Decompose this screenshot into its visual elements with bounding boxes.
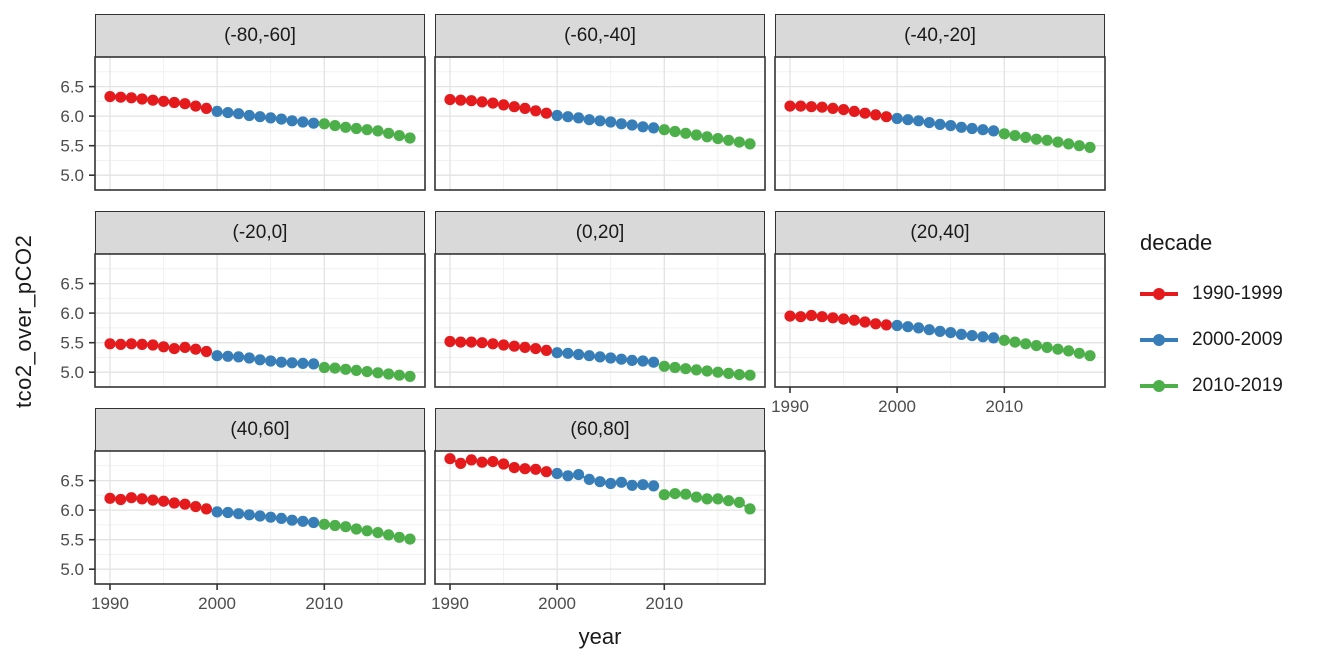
facet-panel: (-20,0] 6.5 6.0 5.5 5.0 (60, 211, 426, 388)
legend-key-2000-2009-icon (1140, 334, 1178, 346)
facet-strip-label: (40,60] (95, 408, 425, 452)
x-axis-title: year (578, 624, 622, 649)
facet-panel: (20,40] 1990 2000 2010 (771, 211, 1106, 416)
facet-plot-area: 6.5 6.0 5.5 5.0 (60, 56, 426, 191)
svg-text:1990: 1990 (91, 594, 129, 613)
svg-text:5.0: 5.0 (60, 363, 84, 382)
legend-key-2010-2019-icon (1140, 380, 1178, 392)
legend-entry: 2010-2019 (1140, 375, 1283, 396)
facet-strip-label: (20,40] (775, 211, 1105, 255)
facet-plot-area: 1990 2000 2010 (431, 450, 766, 613)
facet-panel: (-60,-40] (434, 14, 766, 191)
svg-text:5.5: 5.5 (60, 531, 84, 550)
facet-panel: (40,60] 1990 2000 2010 6.5 6.0 5.5 5.0 (60, 408, 426, 613)
svg-text:2000: 2000 (538, 594, 576, 613)
facet-plot-area: 1990 2000 2010 (771, 253, 1106, 416)
facet-strip-label: (-40,-20] (775, 14, 1105, 58)
facet-strip-label: (-20,0] (95, 211, 425, 255)
facet-panel: (-80,-60] 6.5 6.0 5.5 5.0 (60, 14, 426, 191)
legend-entry: 2000-2009 (1140, 329, 1283, 350)
svg-text:2010: 2010 (985, 397, 1023, 416)
legend-entry-label: 2010-2019 (1192, 375, 1283, 396)
facet-strip-label: (0,20] (435, 211, 765, 255)
legend-title: decade (1140, 230, 1213, 255)
svg-text:6.0: 6.0 (60, 107, 84, 126)
facet-panel: (60,80] 1990 2000 2010 (431, 408, 766, 613)
facet-strip-label: (60,80] (435, 408, 765, 452)
facet-panel: (0,20] (434, 211, 766, 388)
svg-text:5.5: 5.5 (60, 137, 84, 156)
legend: decade 1990-1999 2000-2009 2010-2019 (1140, 230, 1283, 422)
svg-text:2000: 2000 (198, 594, 236, 613)
svg-text:5.5: 5.5 (60, 334, 84, 353)
facet-plot-area (774, 56, 1106, 191)
svg-text:2010: 2010 (305, 594, 343, 613)
svg-text:2000: 2000 (878, 397, 916, 416)
svg-text:1990: 1990 (771, 397, 809, 416)
svg-text:6.5: 6.5 (60, 78, 84, 97)
legend-entry: 1990-1999 (1140, 283, 1283, 304)
legend-entry-label: 1990-1999 (1192, 283, 1283, 304)
facet-strip-label: (-80,-60] (95, 14, 425, 58)
svg-text:2010: 2010 (645, 594, 683, 613)
facet-strip-label: (-60,-40] (435, 14, 765, 58)
svg-text:6.0: 6.0 (60, 501, 84, 520)
facet-plot-area (434, 253, 766, 388)
svg-text:6.5: 6.5 (60, 275, 84, 294)
svg-text:6.0: 6.0 (60, 304, 84, 323)
svg-text:5.0: 5.0 (60, 560, 84, 579)
legend-key-1990-1999-icon (1140, 288, 1178, 300)
facet-grid: (-80,-60] 6.5 6.0 5.5 5.0 (-60,-40] (-40,-20] (… (60, 14, 1106, 613)
svg-text:1990: 1990 (431, 594, 469, 613)
facet-plot-area: 6.5 6.0 5.5 5.0 (60, 253, 426, 388)
legend-entry-label: 2000-2009 (1192, 329, 1283, 350)
svg-text:5.0: 5.0 (60, 166, 84, 185)
facet-plot-area: 1990 2000 2010 6.5 6.0 5.5 5.0 (60, 450, 426, 613)
svg-text:6.5: 6.5 (60, 472, 84, 491)
facet-plot-area (434, 56, 766, 191)
facet-panel: (-40,-20] (774, 14, 1106, 191)
y-axis-title: tco2_over_pCO2 (11, 234, 36, 408)
